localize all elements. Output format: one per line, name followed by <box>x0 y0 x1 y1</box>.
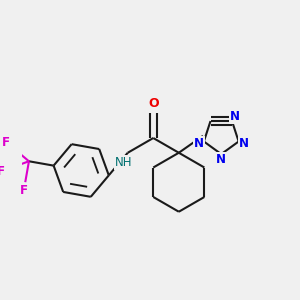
Text: N: N <box>238 136 248 150</box>
Text: F: F <box>2 136 10 149</box>
Text: NH: NH <box>115 156 133 170</box>
Text: O: O <box>148 97 159 110</box>
Text: N: N <box>230 110 240 123</box>
Text: F: F <box>0 165 5 178</box>
Text: F: F <box>20 184 28 197</box>
Text: N: N <box>194 136 204 150</box>
Text: N: N <box>216 153 226 166</box>
